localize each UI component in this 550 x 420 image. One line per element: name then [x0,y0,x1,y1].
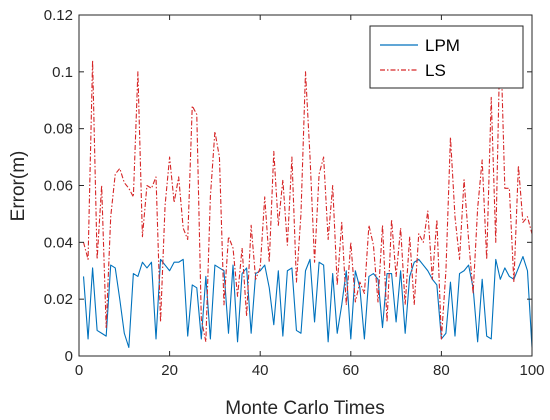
x-tick-label: 80 [433,362,450,379]
y-tick-label: 0.08 [44,121,73,138]
y-axis-label: Error(m) [8,151,29,222]
series-line-ls [82,25,533,343]
x-tick-label: 40 [252,362,269,379]
x-tick-label: 60 [342,362,359,379]
y-tick-label: 0.12 [44,7,73,24]
x-axis-label: Monte Carlo Times [225,398,384,419]
y-tick-label: 0.1 [52,64,73,81]
y-tick-label: 0.02 [44,291,73,308]
legend: LPM LS [369,25,524,89]
legend-label-lpm: LPM [425,36,460,55]
y-tick-label: 0 [65,348,73,365]
series-line-lpm [82,255,533,349]
legend-label-ls: LS [425,61,446,80]
x-tick-label: 100 [519,362,544,379]
x-tick-label: 20 [161,362,178,379]
legend-box [369,25,524,89]
series-layer [82,25,533,349]
ticks-layer: 0 20 40 60 80 100 0 0.02 0.04 0.06 0.08 0.1 0.12 [44,7,545,379]
y-tick-label: 0.06 [44,178,73,195]
y-tick-label: 0.04 [44,234,73,251]
x-tick-label: 0 [75,362,83,379]
